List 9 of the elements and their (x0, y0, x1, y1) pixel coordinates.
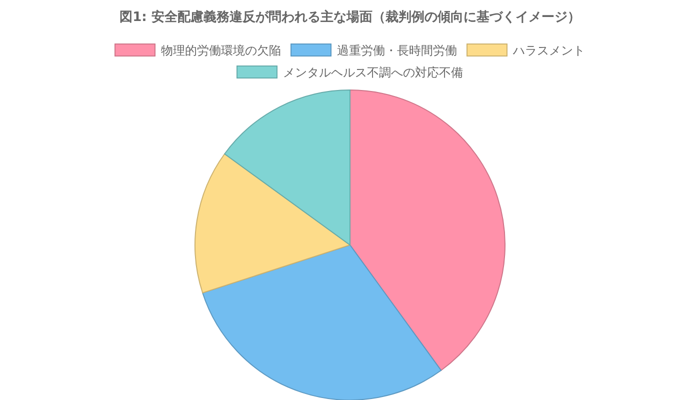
chart-title: 図1: 安全配慮義務違反が問われる主な場面（裁判例の傾向に基づくイメージ） (120, 9, 580, 25)
legend-label: 過重労働・長時間労働 (337, 44, 457, 58)
pie-slice (224, 90, 350, 246)
pie-slice (194, 153, 350, 294)
legend-label: ハラスメント (512, 44, 585, 58)
pie-slice (202, 244, 442, 400)
legend-label: 物理的労働環境の欠陥 (161, 44, 281, 58)
legend-label: メンタルヘルス不調への対応不備 (283, 66, 463, 80)
pie-slice (350, 90, 506, 371)
